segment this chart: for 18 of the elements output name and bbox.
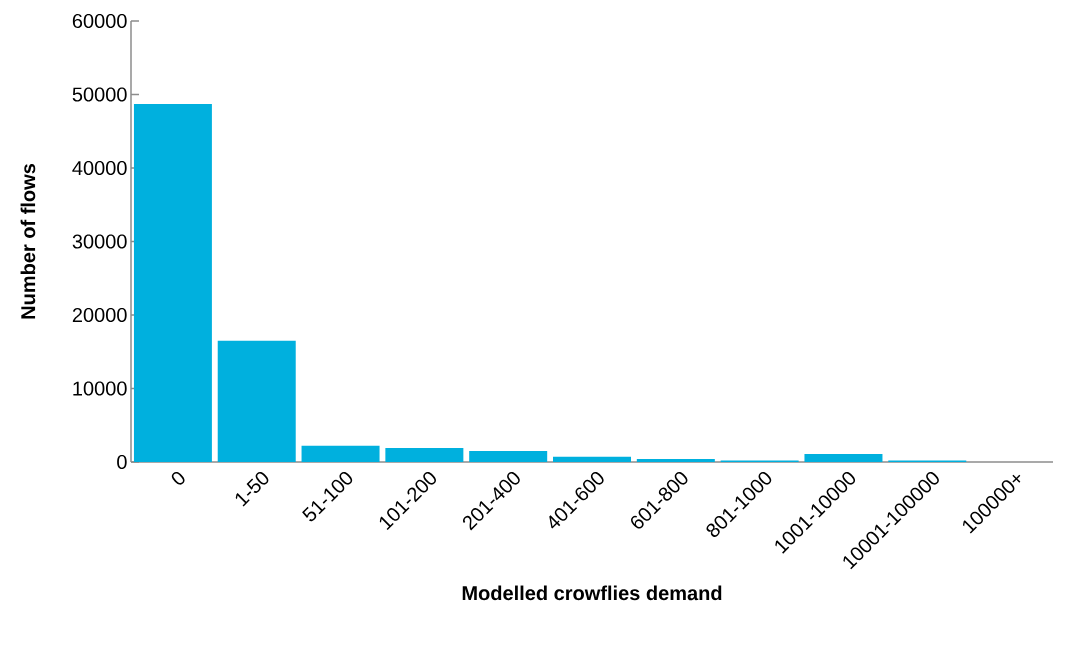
bar <box>553 456 631 462</box>
y-tick-label: 40000 <box>72 160 127 176</box>
bar <box>636 459 715 462</box>
x-tick-label: 0 <box>171 471 185 485</box>
y-tick-label: 20000 <box>72 307 127 323</box>
bar <box>301 445 380 462</box>
y-tick-label: 0 <box>117 454 127 470</box>
x-axis-title: Modelled crowflies demand <box>462 585 722 601</box>
y-tick-label: 30000 <box>72 234 127 249</box>
y-tick-label: 60000 <box>72 13 127 29</box>
bar <box>217 340 296 462</box>
bar <box>385 448 464 462</box>
bar <box>469 450 548 462</box>
bar <box>804 453 883 462</box>
y-axis-title: Number of flows <box>20 163 36 319</box>
y-tick-label: 50000 <box>72 87 127 102</box>
y-tick-label: 10000 <box>73 381 127 396</box>
bar <box>133 104 212 462</box>
